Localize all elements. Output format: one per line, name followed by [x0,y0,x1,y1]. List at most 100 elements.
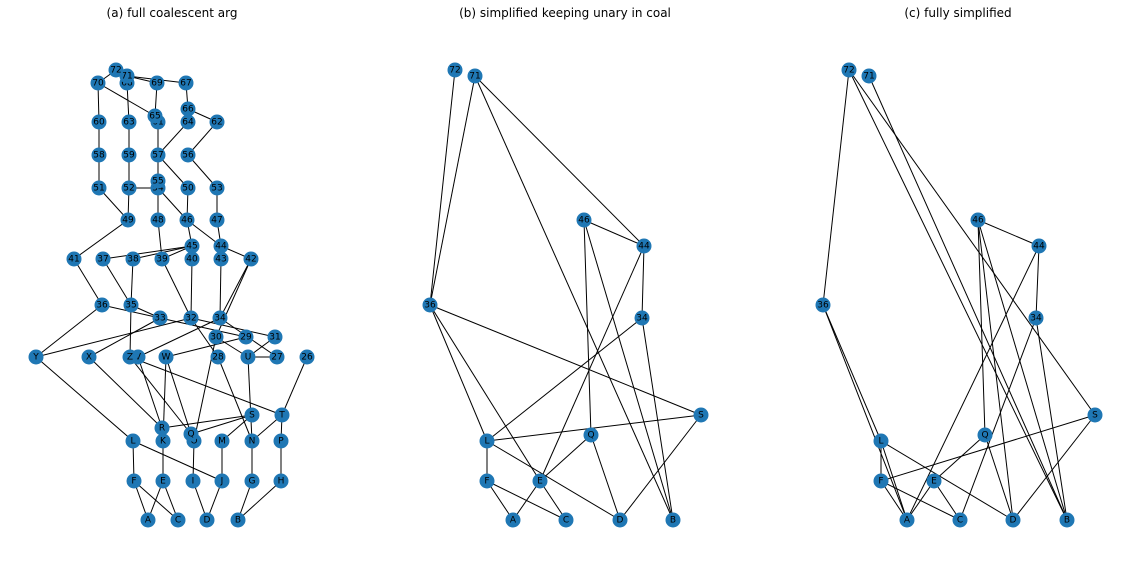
node-47: 47 [209,212,225,228]
node-circle [185,473,201,489]
node-label: A [510,516,517,526]
node-circle [1087,407,1103,423]
node-Y: Y [28,349,44,365]
panel-b-nodes: A B C D E F L Q S 34 36 44 46 71 72 [422,62,709,528]
node-35: 35 [123,297,139,313]
node-circle [583,427,599,443]
edge-49-41 [73,219,129,260]
node-label: Z [127,353,133,363]
node-label: D [1010,516,1017,526]
node-38: 38 [125,251,141,267]
node-label: F [878,477,883,487]
node-label: 51 [93,184,104,194]
node-circle [977,427,993,443]
node-B: B [230,512,246,528]
node-circle [273,433,289,449]
node-label: M [218,437,226,447]
node-71: 71 [861,68,877,84]
edge-71-36 [429,75,476,306]
node-57: 57 [150,147,166,163]
node-circle [125,433,141,449]
node-circle [121,180,137,196]
edge-46-B [977,219,1068,521]
node-circle [209,114,225,130]
node-label: 35 [125,301,136,311]
node-label: 59 [123,151,135,161]
panel-b-edges [429,69,702,521]
node-36: 36 [815,297,831,313]
node-72: 72 [447,62,463,78]
edge-L-D [880,440,1014,521]
edge-S-D [1012,414,1096,521]
node-circle [634,310,650,326]
edge-46-D [977,219,1014,521]
node-circle [926,473,942,489]
node-label: G [249,477,256,487]
node-circle [899,512,915,528]
node-43: 43 [213,251,229,267]
node-label: 42 [245,255,256,265]
node-label: 41 [68,255,79,265]
node-50: 50 [180,180,196,196]
node-label: U [245,353,252,363]
node-label: 71 [863,72,874,82]
node-Q: Q [583,427,599,443]
edge-72-36 [429,69,456,306]
node-F: F [873,473,889,489]
panel-a-nodes: A B C D E F G H I J K L M N O P Q R S T U V W X Y Z 26 27 28 29 30 31 32… [28,62,315,528]
node-D: D [612,512,628,528]
node-40: 40 [184,251,200,267]
edge-43-34 [219,258,222,319]
node-circle [158,349,174,365]
node-label: 36 [424,301,436,311]
node-label: 43 [215,255,226,265]
node-label: 69 [151,79,163,89]
node-label: 32 [185,314,196,324]
node-circle [183,310,199,326]
node-circle [180,147,196,163]
node-circle [273,473,289,489]
node-label: 44 [1033,242,1045,252]
node-42: 42 [243,251,259,267]
node-circle [873,433,889,449]
panel-b-title: (b) simplified keeping unary in coal [459,6,671,20]
node-circle [126,473,142,489]
node-46: 46 [970,212,986,228]
node-label: B [1064,516,1070,526]
node-circle [94,297,110,313]
node-B: B [1059,512,1075,528]
edge-Z-Q [129,356,192,435]
node-label: E [160,477,166,487]
node-label: L [130,437,135,447]
node-label: D [204,516,211,526]
node-58: 58 [91,147,107,163]
node-label: L [878,437,883,447]
node-D: D [199,512,215,528]
node-circle [155,473,171,489]
node-circle [213,238,229,254]
node-C: C [558,512,574,528]
node-label: A [145,516,152,526]
node-circle [28,349,44,365]
node-circle [214,473,230,489]
edge-36-L [822,304,882,442]
node-label: P [278,437,284,447]
node-label: Q [981,431,988,441]
node-circle [95,251,111,267]
node-55: 55 [150,173,166,189]
node-S: S [693,407,709,423]
node-J: J [214,473,230,489]
node-circle [505,512,521,528]
node-label: 71 [121,72,132,82]
edge-32-28 [190,317,219,358]
node-label: 71 [469,72,480,82]
node-T: T [274,407,290,423]
edge-26-T [281,356,308,416]
node-Z: Z [122,349,138,365]
node-circle [147,108,163,124]
edge-Q-E [539,434,592,482]
node-label: 72 [449,66,460,76]
edge-39-32 [161,258,192,319]
node-A: A [140,512,156,528]
